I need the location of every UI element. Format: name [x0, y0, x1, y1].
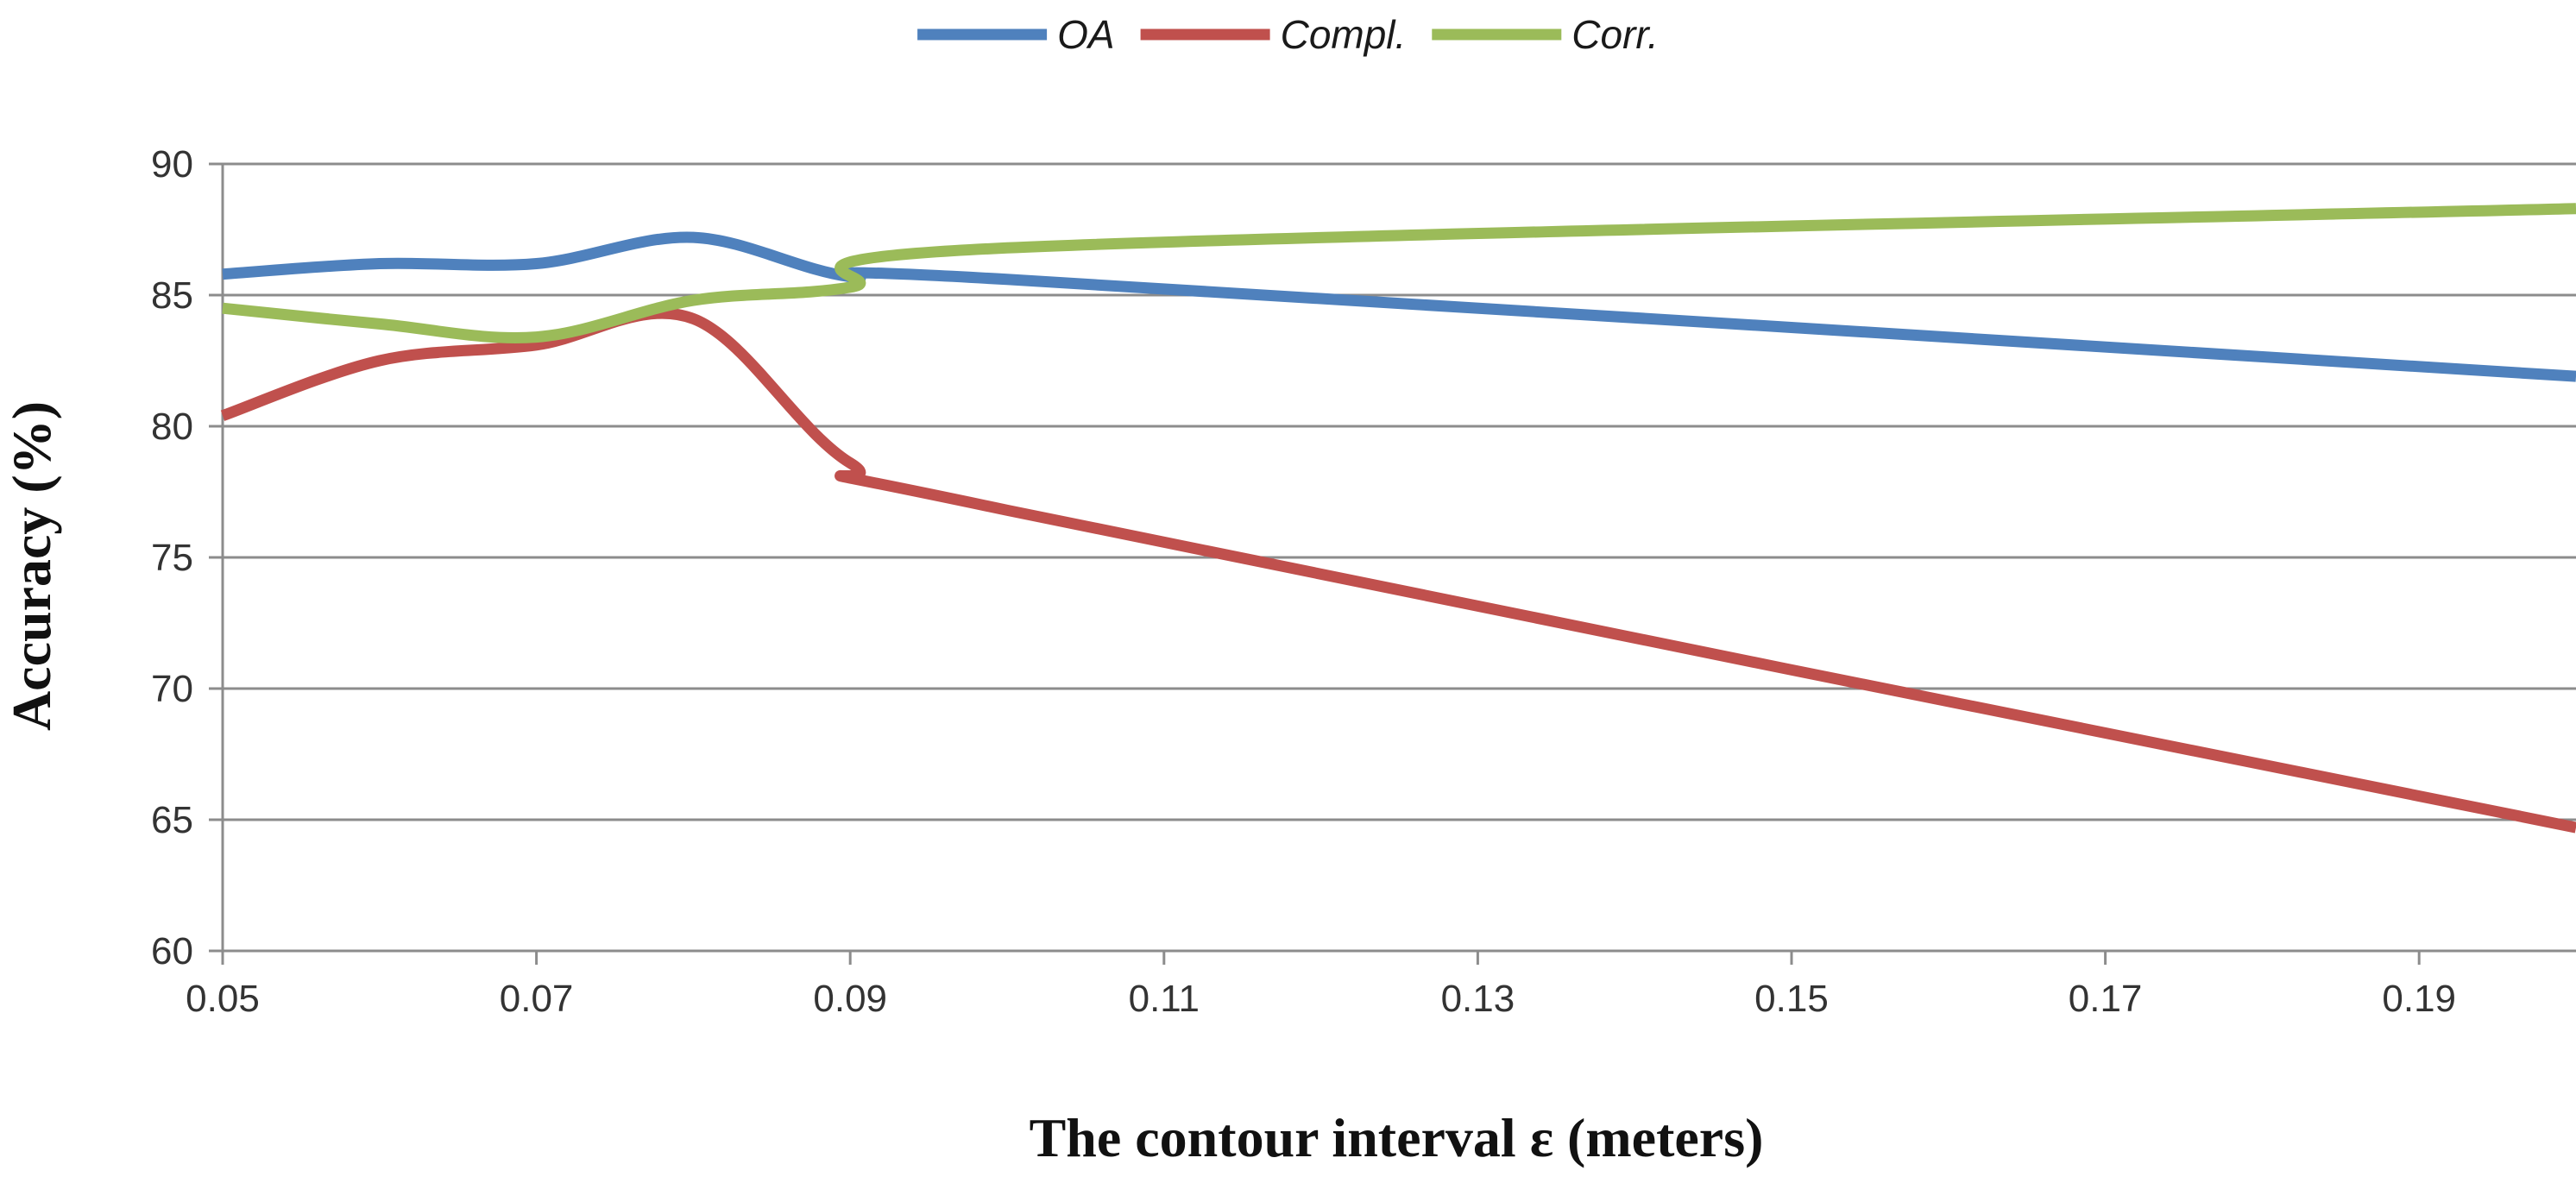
legend-item-compl: Compl. [1140, 12, 1407, 57]
y-tick-label-85: 85 [151, 274, 193, 317]
gridlines [223, 162, 2576, 821]
legend-item-corr: Corr. [1432, 12, 1659, 57]
axes [209, 162, 2576, 965]
x-tick-label-0.19: 0.19 [2382, 978, 2456, 1020]
y-tick-label-80: 80 [151, 406, 193, 448]
y-tick-labels: 60 65 70 75 80 85 90 [151, 143, 193, 972]
legend-label-oa: OA [1057, 12, 1114, 57]
legend: OA Compl. Corr. [917, 12, 1659, 57]
series-line-oa [222, 231, 2576, 382]
y-axis-title: Accuracy (%) [1, 401, 62, 731]
x-tick-label-0.11: 0.11 [1129, 978, 1200, 1020]
series-lines [220, 203, 2576, 834]
x-tick-labels: 0.05 0.07 0.09 0.11 0.13 0.15 0.17 0.19 [186, 978, 2456, 1020]
legend-label-corr: Corr. [1571, 12, 1659, 57]
x-tick-label-0.13: 0.13 [1441, 978, 1515, 1020]
y-tick-label-60: 60 [151, 930, 193, 972]
x-tick-label-0.15: 0.15 [1754, 978, 1829, 1020]
y-tick-label-70: 70 [151, 668, 193, 710]
legend-item-oa: OA [917, 12, 1115, 57]
legend-label-compl: Compl. [1281, 12, 1407, 57]
x-axis-title: The contour interval ε (meters) [1030, 1107, 1764, 1168]
x-tick-label-0.07: 0.07 [500, 978, 574, 1020]
series-line-compl [220, 307, 2576, 834]
series-line-corr [222, 203, 2576, 343]
y-tick-label-90: 90 [151, 143, 193, 186]
y-tick-label-65: 65 [151, 799, 193, 841]
y-tick-label-75: 75 [151, 537, 193, 579]
x-tick-label-0.09: 0.09 [813, 978, 887, 1020]
x-tick-label-0.17: 0.17 [2069, 978, 2143, 1020]
x-tick-label-0.05: 0.05 [186, 978, 260, 1020]
